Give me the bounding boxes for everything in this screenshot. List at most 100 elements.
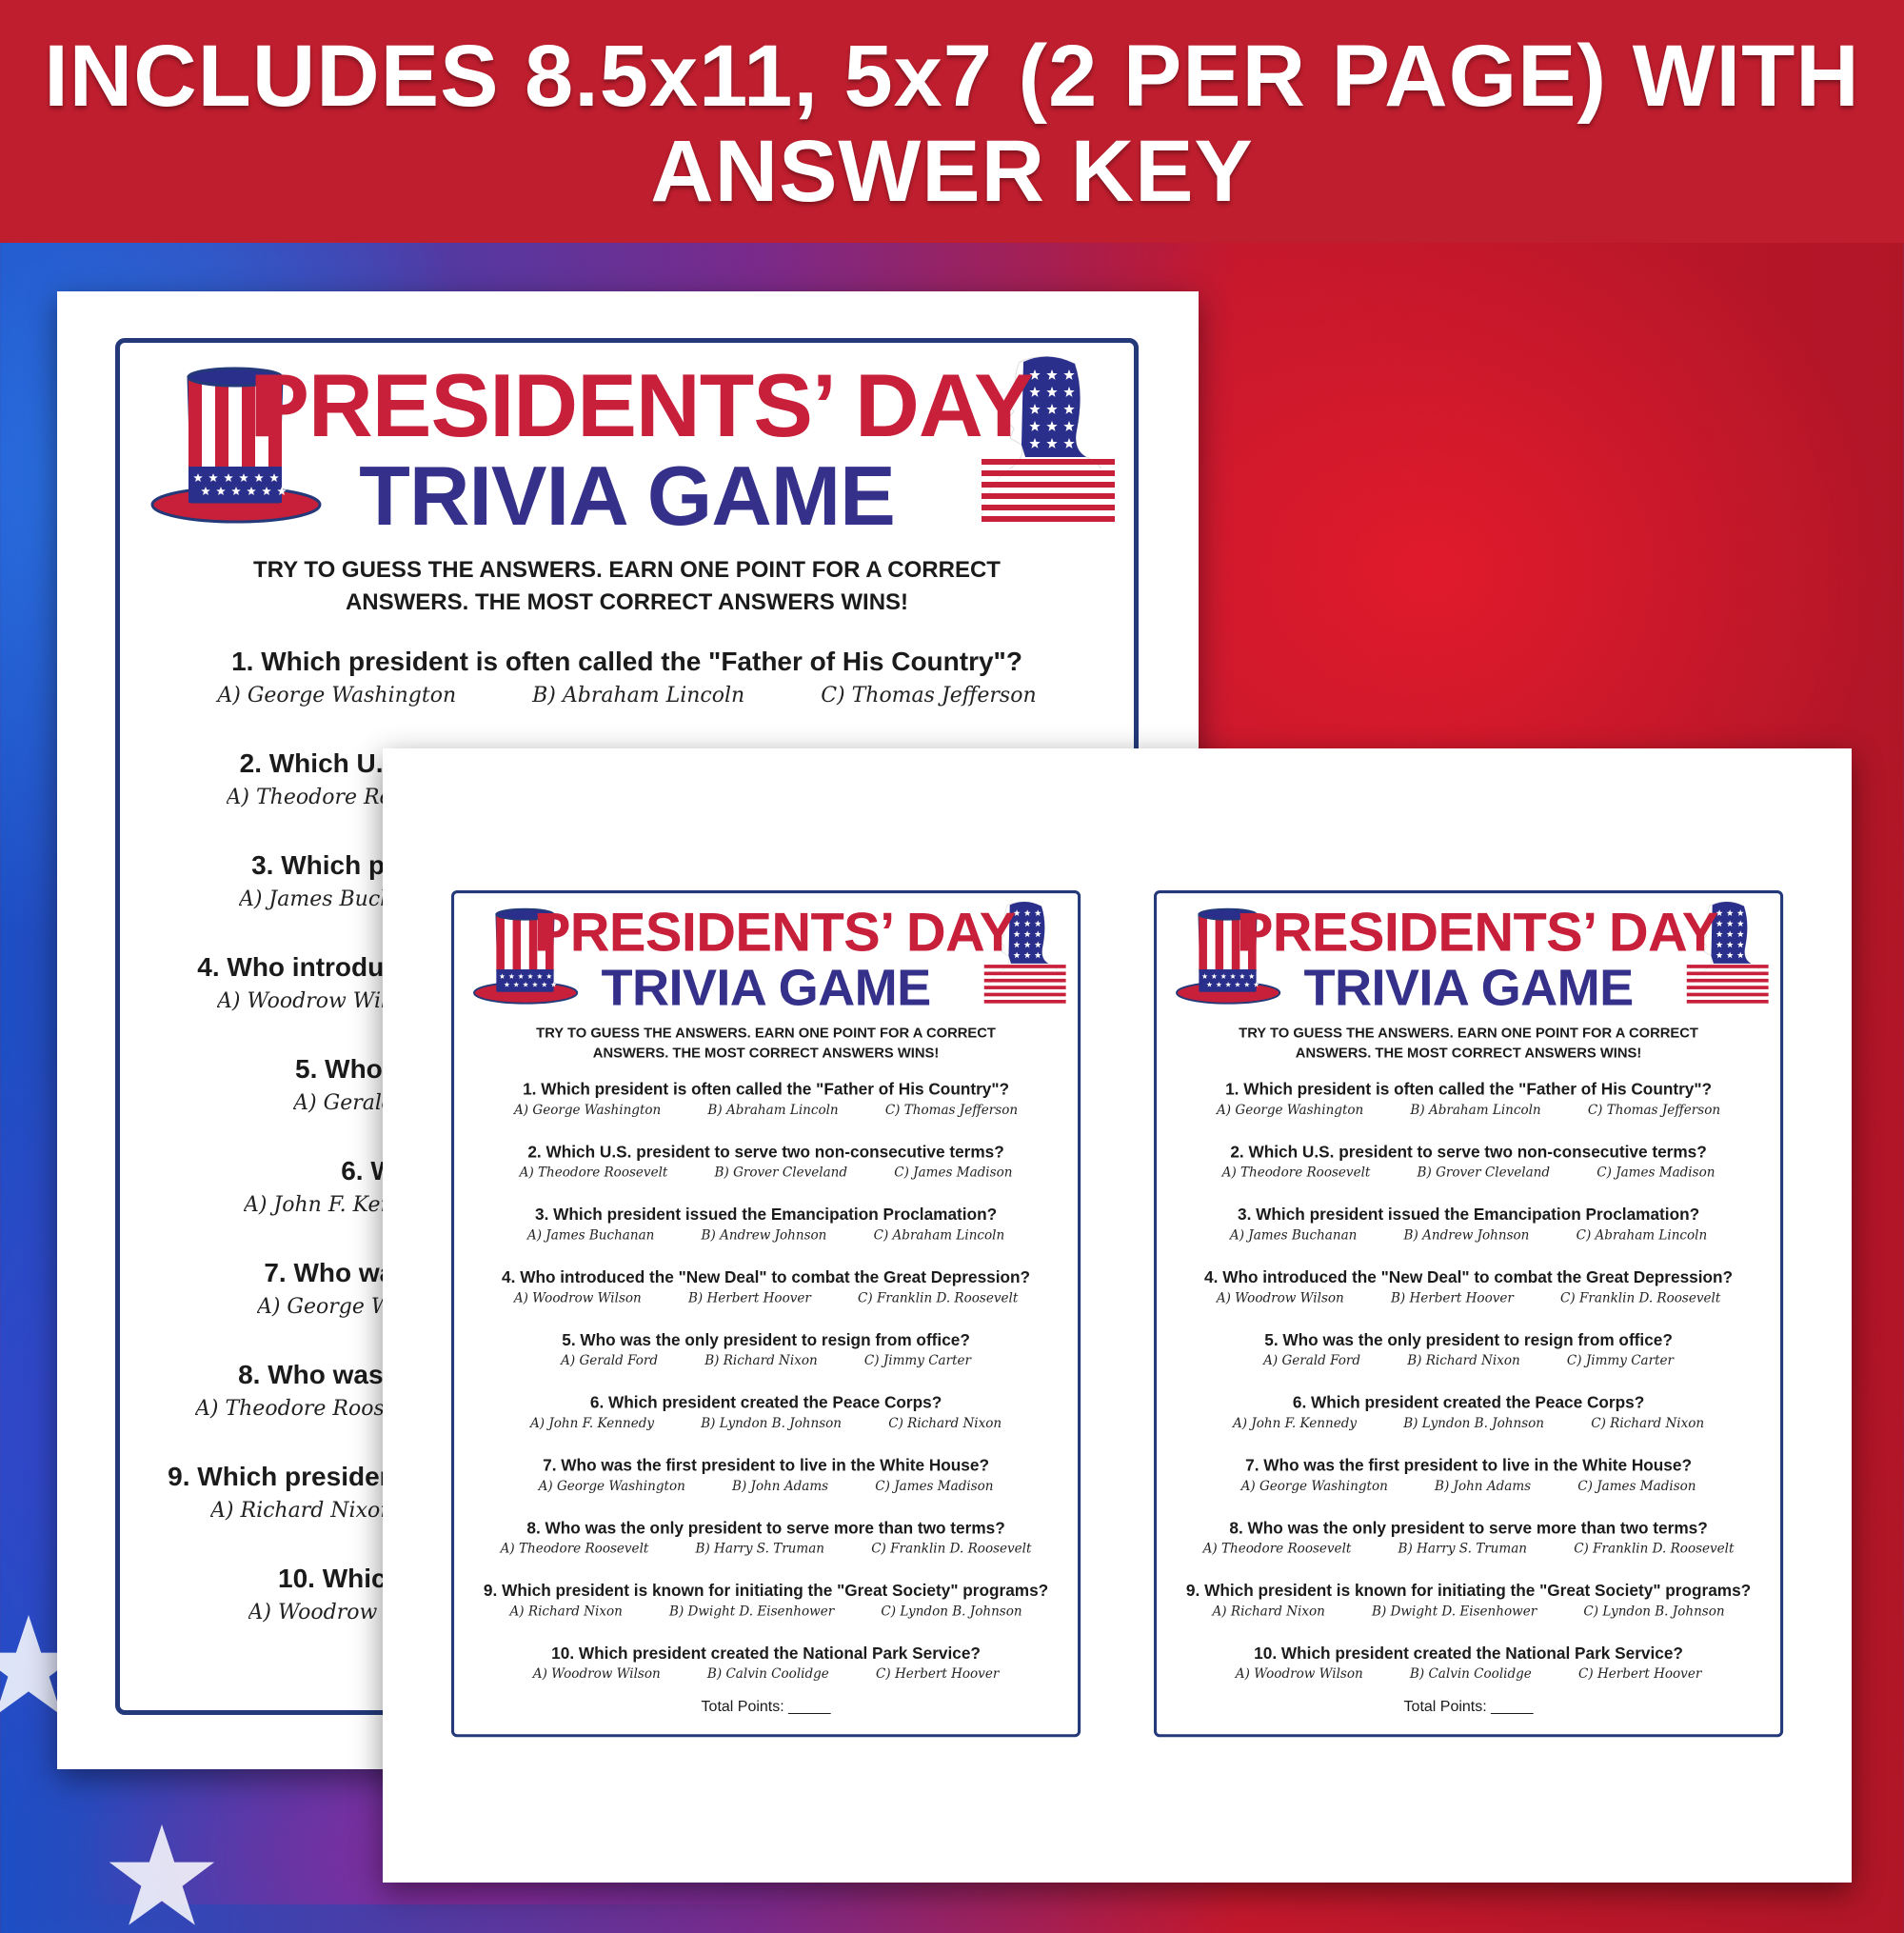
answer-option: A) John F. Kennedy <box>1232 1416 1358 1431</box>
question-item: 3. Which president issued the Emancipati… <box>120 847 1134 949</box>
question-item: 5. Who was the only president to resign … <box>454 1329 1078 1392</box>
title-presidents-day: PRESIDENTS’ DAY <box>249 355 1034 455</box>
question-text: 2. Which U.S. president to serve two non… <box>527 1143 1004 1162</box>
answer-option: C) Abraham Lincoln <box>1576 1227 1708 1244</box>
answer-option: B) Herbert Hoover <box>1390 1290 1514 1306</box>
answer-option: B) Richard Nixon <box>704 1353 818 1368</box>
instructions-line-2: ANSWERS. THE MOST CORRECT ANSWERS WINS! <box>1295 1045 1642 1061</box>
question-text: 9. Which president is known for initiati… <box>168 1462 383 1491</box>
question-item: 5. Who was the only president to resign … <box>1157 1329 1780 1392</box>
question-item: 6. Which president created the Peace Cor… <box>1157 1391 1780 1454</box>
question-text: 4. Who introduced the "New Deal" to comb… <box>1204 1267 1734 1286</box>
answer-option: B) John Adams <box>1434 1479 1532 1494</box>
answer-option: B) Andrew Johnson <box>1403 1227 1530 1244</box>
answer-option: A) Theodore Roosevelt <box>1202 1541 1352 1557</box>
question-item: 2. Which U.S. president to serve two non… <box>120 746 1134 847</box>
answer-option: B) Harry S. Truman <box>695 1541 825 1557</box>
star-icon <box>0 1615 82 1716</box>
answer-option: A) Theodore Roosevelt <box>226 786 383 809</box>
answer-option: A) George Washington <box>256 1295 383 1319</box>
answer-option: A) Theodore Roosevelt <box>500 1541 649 1557</box>
instructions-line-1: TRY TO GUESS THE ANSWERS. EARN ONE POINT… <box>536 1025 996 1042</box>
answer-option: C) Herbert Hoover <box>1578 1666 1702 1682</box>
answer-option: A) Woodrow Wilson <box>1235 1666 1363 1682</box>
question-text: 1. Which president is often called the "… <box>1225 1080 1713 1099</box>
question-item: 10. Which president created the National… <box>1157 1643 1780 1705</box>
total-points: Total Points: _____ <box>1403 1697 1534 1715</box>
answer-option: A) Woodrow Wilson <box>513 1290 642 1306</box>
uncle-sam-hat-icon <box>472 907 581 1005</box>
answer-option: C) Richard Nixon <box>1591 1416 1705 1431</box>
title-trivia-game: TRIVIA GAME <box>359 448 896 543</box>
question-text: 5. Who was the only president to resign … <box>1264 1330 1673 1349</box>
question-item: 2. Which U.S. president to serve two non… <box>1157 1141 1780 1204</box>
answer-option: A) James Buchanan <box>238 887 383 911</box>
answer-options: A) George Washington B) John Adams C) Jame… <box>454 1478 1078 1495</box>
flag-president-silhouette-icon <box>983 900 1066 1006</box>
answer-option: B) Abraham Lincoln <box>1410 1103 1541 1118</box>
question-list: 1. Which president is often called the "… <box>120 644 1134 1663</box>
answer-options: A) Gerald Ford <box>120 1089 383 1118</box>
answer-options: A) George Washington B) Abraham Lincoln C)… <box>454 1102 1078 1119</box>
question-item: 1. Which president is often called the "… <box>454 1078 1078 1141</box>
answer-option: A) John F. Kennedy <box>529 1416 655 1431</box>
answer-options: A) Woodrow Wilson B) Herbert Hoover C) Fra… <box>1157 1289 1780 1306</box>
answer-option: A) George Washington <box>1217 1103 1364 1118</box>
answer-option: C) Jimmy Carter <box>863 1353 972 1368</box>
answer-options: A) George Washington B) Abraham Lincoln C)… <box>1157 1102 1780 1119</box>
answer-option: C) Franklin D. Roosevelt <box>1574 1541 1735 1557</box>
question-item: 9. Which president is known for initiati… <box>1157 1580 1780 1643</box>
answer-option: C) Thomas Jefferson <box>1587 1103 1721 1118</box>
answer-option: B) Abraham Lincoln <box>707 1103 839 1118</box>
instructions: TRY TO GUESS THE ANSWERS. EARN ONE POINT… <box>120 554 1134 619</box>
answer-option: A) Richard Nixon <box>1212 1604 1325 1620</box>
answer-option: A) George Washington <box>217 684 457 707</box>
answer-options: A) John F. Kennedy <box>120 1191 383 1220</box>
question-text: 8. Who was the only president to serve m… <box>1229 1518 1708 1537</box>
question-text: 4. Who introduced the "New Deal" to comb… <box>502 1267 1031 1286</box>
header-banner: INCLUDES 8.5x11, 5x7 (2 PER PAGE) WITH A… <box>0 0 1904 243</box>
question-item: 4. Who introduced the "New Deal" to comb… <box>1157 1266 1780 1329</box>
instructions: TRY TO GUESS THE ANSWERS. EARN ONE POINT… <box>454 1024 1078 1064</box>
answer-option: B) Abraham Lincoln <box>532 684 745 707</box>
answer-option: A) Gerald Ford <box>561 1353 659 1368</box>
question-item: 8. Who was the only president to serve m… <box>1157 1517 1780 1580</box>
question-text: 4. Who introduced the "New Deal" to comb… <box>197 952 383 982</box>
answer-options: A) James Buchanan B) Andrew Johnson C) Abr… <box>454 1227 1078 1245</box>
question-item: 1. Which president is often called the "… <box>1157 1078 1780 1141</box>
answer-option: C) Abraham Lincoln <box>873 1227 1005 1244</box>
answer-option: C) Lyndon B. Johnson <box>1583 1604 1725 1620</box>
question-item: 3. Which president issued the Emancipati… <box>454 1204 1078 1266</box>
question-text: 7. Who was the first president to live i… <box>1245 1456 1692 1475</box>
answer-option: C) Franklin D. Roosevelt <box>871 1541 1032 1557</box>
star-icon <box>109 1824 215 1925</box>
question-item: 9. Which president is known for initiati… <box>120 1459 1134 1561</box>
answer-options: A) Woodrow Wilson B) Calvin Coolidge C) He… <box>454 1665 1078 1683</box>
answer-option: C) Herbert Hoover <box>876 1666 1000 1682</box>
question-item: 6. Which president created the Peace Cor… <box>120 1153 1134 1255</box>
title-presidents-day: PRESIDENTS’ DAY <box>1236 901 1718 963</box>
question-text: 9. Which president is known for initiati… <box>1185 1581 1752 1600</box>
answer-options: A) James Buchanan B) Andrew Johnson C) Abr… <box>1157 1227 1780 1245</box>
answer-option: B) Lyndon B. Johnson <box>1403 1416 1545 1431</box>
question-text: 10. Which president created the National… <box>551 1644 981 1663</box>
answer-option: B) Herbert Hoover <box>687 1290 811 1306</box>
question-text: 5. Who was the only president to resign … <box>295 1054 383 1084</box>
uncle-sam-hat-icon <box>1175 907 1283 1005</box>
question-item: 1. Which president is often called the "… <box>120 644 1134 746</box>
uncle-sam-hat-icon <box>149 364 325 524</box>
answer-option: C) James Madison <box>875 1479 994 1494</box>
title-presidents-day: PRESIDENTS’ DAY <box>533 901 1016 963</box>
answer-option: A) George Washington <box>538 1479 685 1494</box>
trivia-card-5x7-left: PRESIDENTS’ DAY TRIVIA GAME TRY TO GUESS … <box>451 890 1081 1738</box>
question-text: 10. Which president created the National… <box>1254 1644 1683 1663</box>
answer-option: B) John Adams <box>731 1479 829 1494</box>
question-list: 1. Which president is often called the "… <box>1157 1078 1780 1704</box>
question-text: 6. Which president created the Peace Cor… <box>1292 1393 1645 1412</box>
answer-option: A) Theodore Roosevelt <box>195 1397 383 1421</box>
answer-option: B) Richard Nixon <box>1407 1353 1520 1368</box>
answer-option: A) George Washington <box>1240 1479 1388 1494</box>
answer-options: A) Gerald Ford B) Richard Nixon C) Jimmy C… <box>1157 1352 1780 1369</box>
question-item: 8. Who was the only president to serve m… <box>120 1357 1134 1459</box>
question-item: 7. Who was the first president to live i… <box>1157 1454 1780 1517</box>
